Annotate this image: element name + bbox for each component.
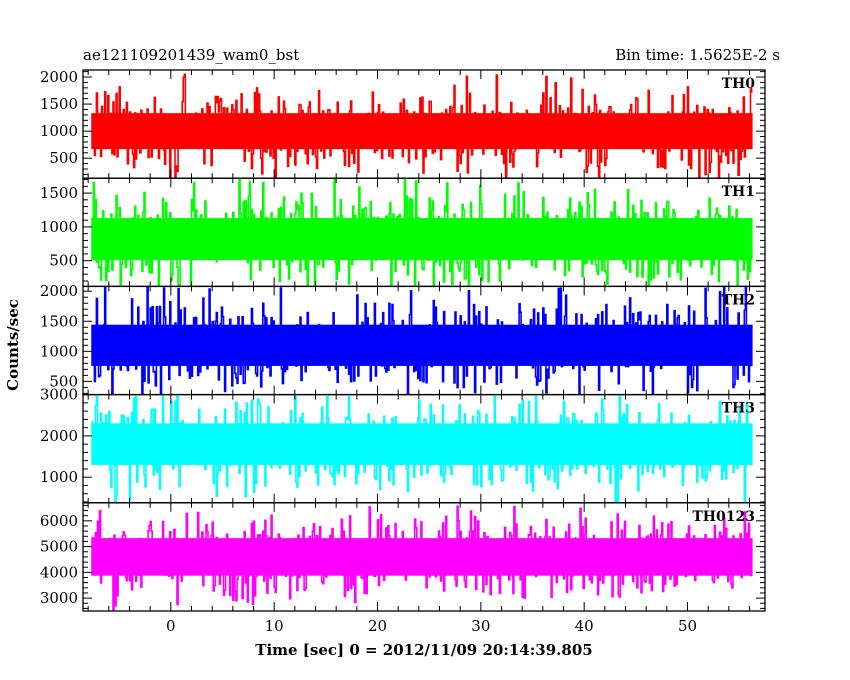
figure-title: ae121109201439_wam0_bst: [83, 46, 299, 64]
y-tick-label: 1500: [40, 95, 78, 113]
panel-label: TH0123: [692, 509, 755, 525]
y-tick-label: 500: [49, 149, 78, 167]
y-tick-label: 1500: [40, 184, 78, 202]
series-trace-th0123: [91, 505, 753, 611]
y-axis-title: Counts/sec: [4, 299, 22, 391]
panel-label: TH0: [722, 76, 756, 92]
y-tick-label: 5000: [40, 538, 78, 556]
y-tick-label: 1000: [40, 342, 78, 360]
x-tick-label: 0: [166, 617, 176, 635]
panel-label: TH1: [722, 184, 755, 200]
panel-label: TH2: [722, 292, 755, 308]
panel-th0: 500 1000 1500 2000 TH0: [40, 68, 766, 179]
y-tick-label: 3000: [40, 386, 78, 404]
y-tick-label: 2000: [40, 68, 78, 86]
x-axis-title: Time [sec] 0 = 2012/11/09 20:14:39.805: [255, 641, 592, 659]
bin-time-label: Bin time: 1.5625E-2 s: [615, 46, 780, 64]
panel-th2: 500 1000 1500 2000 TH2: [40, 282, 766, 396]
y-tick-label: 1500: [40, 312, 78, 330]
panel-label: TH3: [722, 401, 755, 417]
y-tick-label: 4000: [40, 563, 78, 581]
y-tick-label: 3000: [40, 589, 78, 607]
y-tick-label: 2000: [40, 427, 78, 445]
y-tick-label: 1000: [40, 218, 78, 236]
series-trace-th3: [91, 393, 753, 503]
panel-th1: 500 1000 1500 TH1: [40, 177, 766, 288]
y-tick-label: 500: [49, 252, 78, 270]
y-tick-label: 1000: [40, 468, 78, 486]
y-tick-label: 500: [49, 372, 78, 390]
series-trace-th2: [91, 285, 753, 395]
series-trace-th1: [91, 177, 753, 287]
y-tick-label: 2000: [40, 282, 78, 300]
panel-th3: 1000 2000 3000 TH3: [40, 386, 766, 504]
series-trace-th0: [91, 73, 753, 178]
x-tick-label: 50: [678, 617, 697, 635]
x-tick-label: 40: [575, 617, 594, 635]
x-tick-label: 10: [265, 617, 284, 635]
x-tick-label: 20: [368, 617, 387, 635]
x-tick-label: 30: [471, 617, 490, 635]
panel-th0123: 3000 4000 5000 6000 TH0123: [40, 502, 766, 612]
y-tick-label: 6000: [40, 512, 78, 530]
y-tick-label: 1000: [40, 122, 78, 140]
series-core-th3: [91, 423, 753, 465]
